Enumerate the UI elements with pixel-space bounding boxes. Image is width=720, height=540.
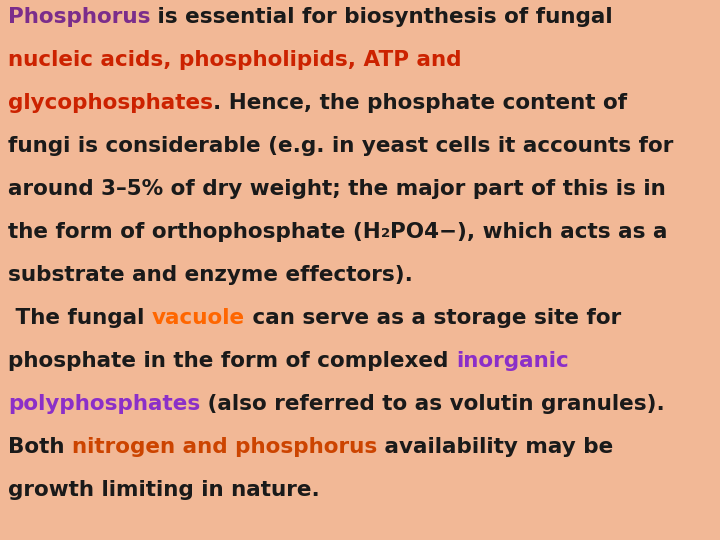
Text: Phosphorus: Phosphorus — [8, 7, 150, 27]
Text: nitrogen and phosphorus: nitrogen and phosphorus — [72, 437, 377, 457]
Text: vacuole: vacuole — [152, 308, 245, 328]
Text: the form of orthophosphate (H: the form of orthophosphate (H — [8, 222, 381, 242]
Text: substrate and enzyme effectors).: substrate and enzyme effectors). — [8, 265, 413, 285]
Text: fungi is considerable (e.g. in yeast cells it accounts for: fungi is considerable (e.g. in yeast cel… — [8, 136, 673, 156]
Text: can serve as a storage site for: can serve as a storage site for — [245, 308, 621, 328]
Text: availability may be: availability may be — [377, 437, 613, 457]
Text: growth limiting in nature.: growth limiting in nature. — [8, 480, 320, 500]
Text: The fungal: The fungal — [8, 308, 152, 328]
Text: Both: Both — [8, 437, 72, 457]
Text: phosphate in the form of complexed: phosphate in the form of complexed — [8, 351, 456, 371]
Text: around 3–5% of dry weight; the major part of this is in: around 3–5% of dry weight; the major par… — [8, 179, 666, 199]
Text: (also referred to as volutin granules).: (also referred to as volutin granules). — [200, 394, 665, 414]
Text: PO4−), which acts as a: PO4−), which acts as a — [390, 222, 667, 242]
Text: polyphosphates: polyphosphates — [8, 394, 200, 414]
Text: 2: 2 — [381, 227, 390, 240]
Text: is essential for biosynthesis of fungal: is essential for biosynthesis of fungal — [150, 7, 613, 27]
Text: inorganic: inorganic — [456, 351, 569, 371]
Text: glycophosphates: glycophosphates — [8, 93, 213, 113]
Text: nucleic acids, phospholipids, ATP and: nucleic acids, phospholipids, ATP and — [8, 50, 462, 70]
Text: . Hence, the phosphate content of: . Hence, the phosphate content of — [213, 93, 627, 113]
